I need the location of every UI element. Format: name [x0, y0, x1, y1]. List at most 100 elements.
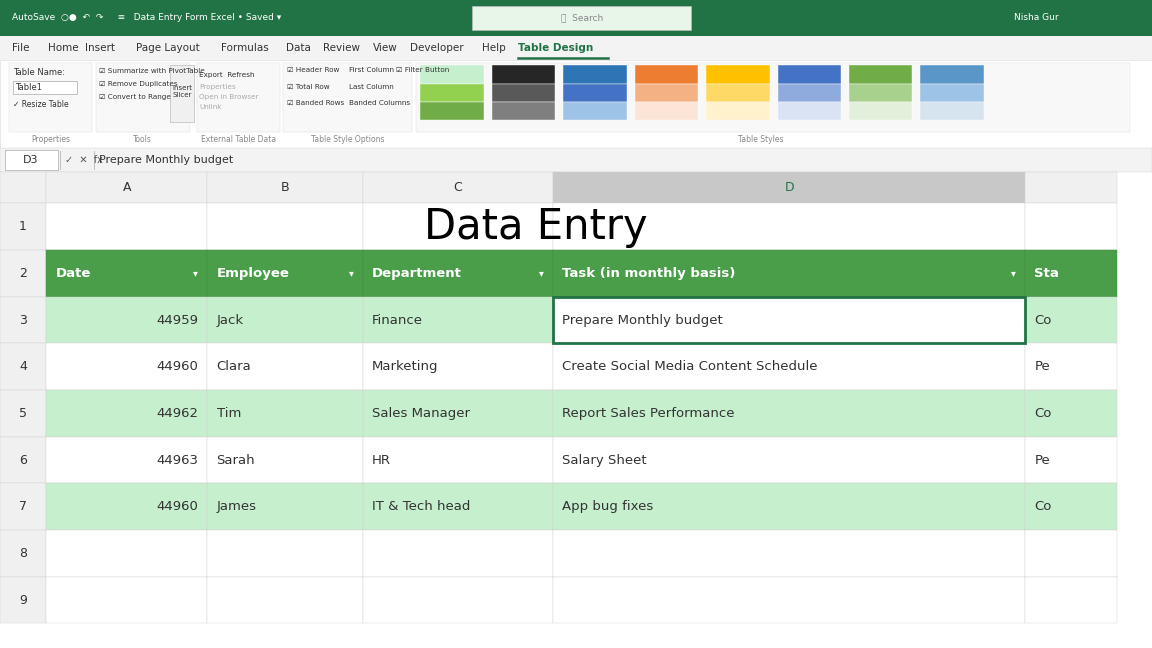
Text: View: View — [373, 43, 397, 53]
Bar — [9, 63, 92, 132]
Bar — [706, 102, 770, 120]
Bar — [207, 172, 363, 203]
Text: B: B — [281, 181, 289, 194]
Text: 2: 2 — [20, 267, 26, 280]
Bar — [0, 297, 46, 343]
Bar — [283, 63, 412, 132]
Bar — [706, 65, 770, 84]
Bar — [553, 343, 1025, 390]
Bar — [492, 84, 555, 102]
Text: IT & Tech head: IT & Tech head — [372, 500, 470, 513]
Text: ✓ Resize Table: ✓ Resize Table — [13, 100, 68, 109]
Bar — [46, 437, 207, 483]
Text: 44959: 44959 — [157, 314, 198, 327]
Bar — [553, 577, 1025, 623]
Text: Co: Co — [1034, 314, 1052, 327]
Text: Sales Manager: Sales Manager — [372, 407, 470, 420]
Bar — [0, 437, 46, 483]
Bar — [0, 172, 46, 203]
Text: 1: 1 — [20, 220, 26, 233]
Text: Salary Sheet: Salary Sheet — [562, 454, 646, 467]
Text: ☑ Convert to Range: ☑ Convert to Range — [99, 94, 170, 100]
Bar — [46, 250, 207, 297]
Bar — [420, 84, 484, 102]
Bar — [363, 483, 553, 530]
Bar — [0, 203, 46, 250]
Bar — [849, 84, 912, 102]
Bar — [1025, 530, 1117, 577]
Text: C: C — [454, 181, 462, 194]
Bar — [1025, 577, 1117, 623]
Bar — [553, 250, 1025, 297]
Text: Last Column: Last Column — [349, 84, 394, 89]
Bar — [363, 343, 553, 390]
Text: Tim: Tim — [217, 407, 241, 420]
Text: Table1: Table1 — [15, 83, 41, 92]
Bar — [472, 6, 691, 30]
Text: First Column: First Column — [349, 67, 394, 73]
Bar — [207, 250, 363, 297]
Text: Sta: Sta — [1034, 267, 1060, 280]
Bar — [416, 63, 1130, 132]
Text: 44962: 44962 — [157, 407, 198, 420]
Bar — [207, 577, 363, 623]
Text: Data: Data — [286, 43, 311, 53]
Bar — [363, 530, 553, 577]
Bar — [46, 172, 207, 203]
Text: 4: 4 — [20, 360, 26, 373]
Text: ▾: ▾ — [539, 268, 544, 279]
Bar — [553, 172, 1025, 203]
Text: Developer: Developer — [410, 43, 464, 53]
Bar — [553, 390, 1025, 437]
Bar — [553, 297, 1025, 343]
Bar — [96, 63, 190, 132]
Text: Date: Date — [55, 267, 91, 280]
Text: ▾: ▾ — [194, 268, 198, 279]
Bar — [197, 63, 280, 132]
Text: 44960: 44960 — [157, 500, 198, 513]
Bar — [492, 65, 555, 84]
Text: Task (in monthly basis): Task (in monthly basis) — [562, 267, 735, 280]
Bar — [207, 437, 363, 483]
Text: Insert
Slicer: Insert Slicer — [172, 85, 192, 98]
Text: Review: Review — [323, 43, 359, 53]
Text: ☑ Header Row: ☑ Header Row — [287, 67, 339, 73]
Bar — [46, 343, 207, 390]
Bar — [0, 148, 1152, 172]
Bar — [13, 81, 77, 94]
Bar — [920, 84, 984, 102]
Bar — [0, 577, 46, 623]
Bar — [46, 203, 207, 250]
Bar — [420, 102, 484, 120]
Text: Employee: Employee — [217, 267, 289, 280]
Bar — [635, 102, 698, 120]
Text: Formulas: Formulas — [221, 43, 268, 53]
Bar — [920, 65, 984, 84]
Bar — [563, 84, 627, 102]
Text: D3: D3 — [23, 155, 39, 165]
Bar — [363, 437, 553, 483]
Text: Marketing: Marketing — [372, 360, 439, 373]
Text: App bug fixes: App bug fixes — [562, 500, 653, 513]
Text: Finance: Finance — [372, 314, 423, 327]
Text: HR: HR — [372, 454, 391, 467]
Text: Clara: Clara — [217, 360, 251, 373]
Bar — [778, 84, 841, 102]
Text: 5: 5 — [20, 407, 26, 420]
Text: Open in Browser: Open in Browser — [199, 94, 259, 100]
Bar — [0, 483, 46, 530]
Bar — [46, 577, 207, 623]
Text: Co: Co — [1034, 500, 1052, 513]
Text: Unlink: Unlink — [199, 104, 222, 110]
Bar — [849, 102, 912, 120]
Text: Tools: Tools — [134, 135, 152, 144]
Text: ☑ Remove Duplicates: ☑ Remove Duplicates — [99, 81, 177, 87]
Text: Help: Help — [482, 43, 506, 53]
Text: Co: Co — [1034, 407, 1052, 420]
Text: External Table Data: External Table Data — [200, 135, 276, 144]
Text: Prepare Monthly budget: Prepare Monthly budget — [99, 155, 234, 165]
Bar — [207, 203, 363, 250]
Bar — [492, 102, 555, 120]
Text: AutoSave  ○●  ↶  ↷     ≡   Data Entry Form Excel • Saved ▾: AutoSave ○● ↶ ↷ ≡ Data Entry Form Excel … — [12, 14, 281, 22]
Text: 44960: 44960 — [157, 360, 198, 373]
